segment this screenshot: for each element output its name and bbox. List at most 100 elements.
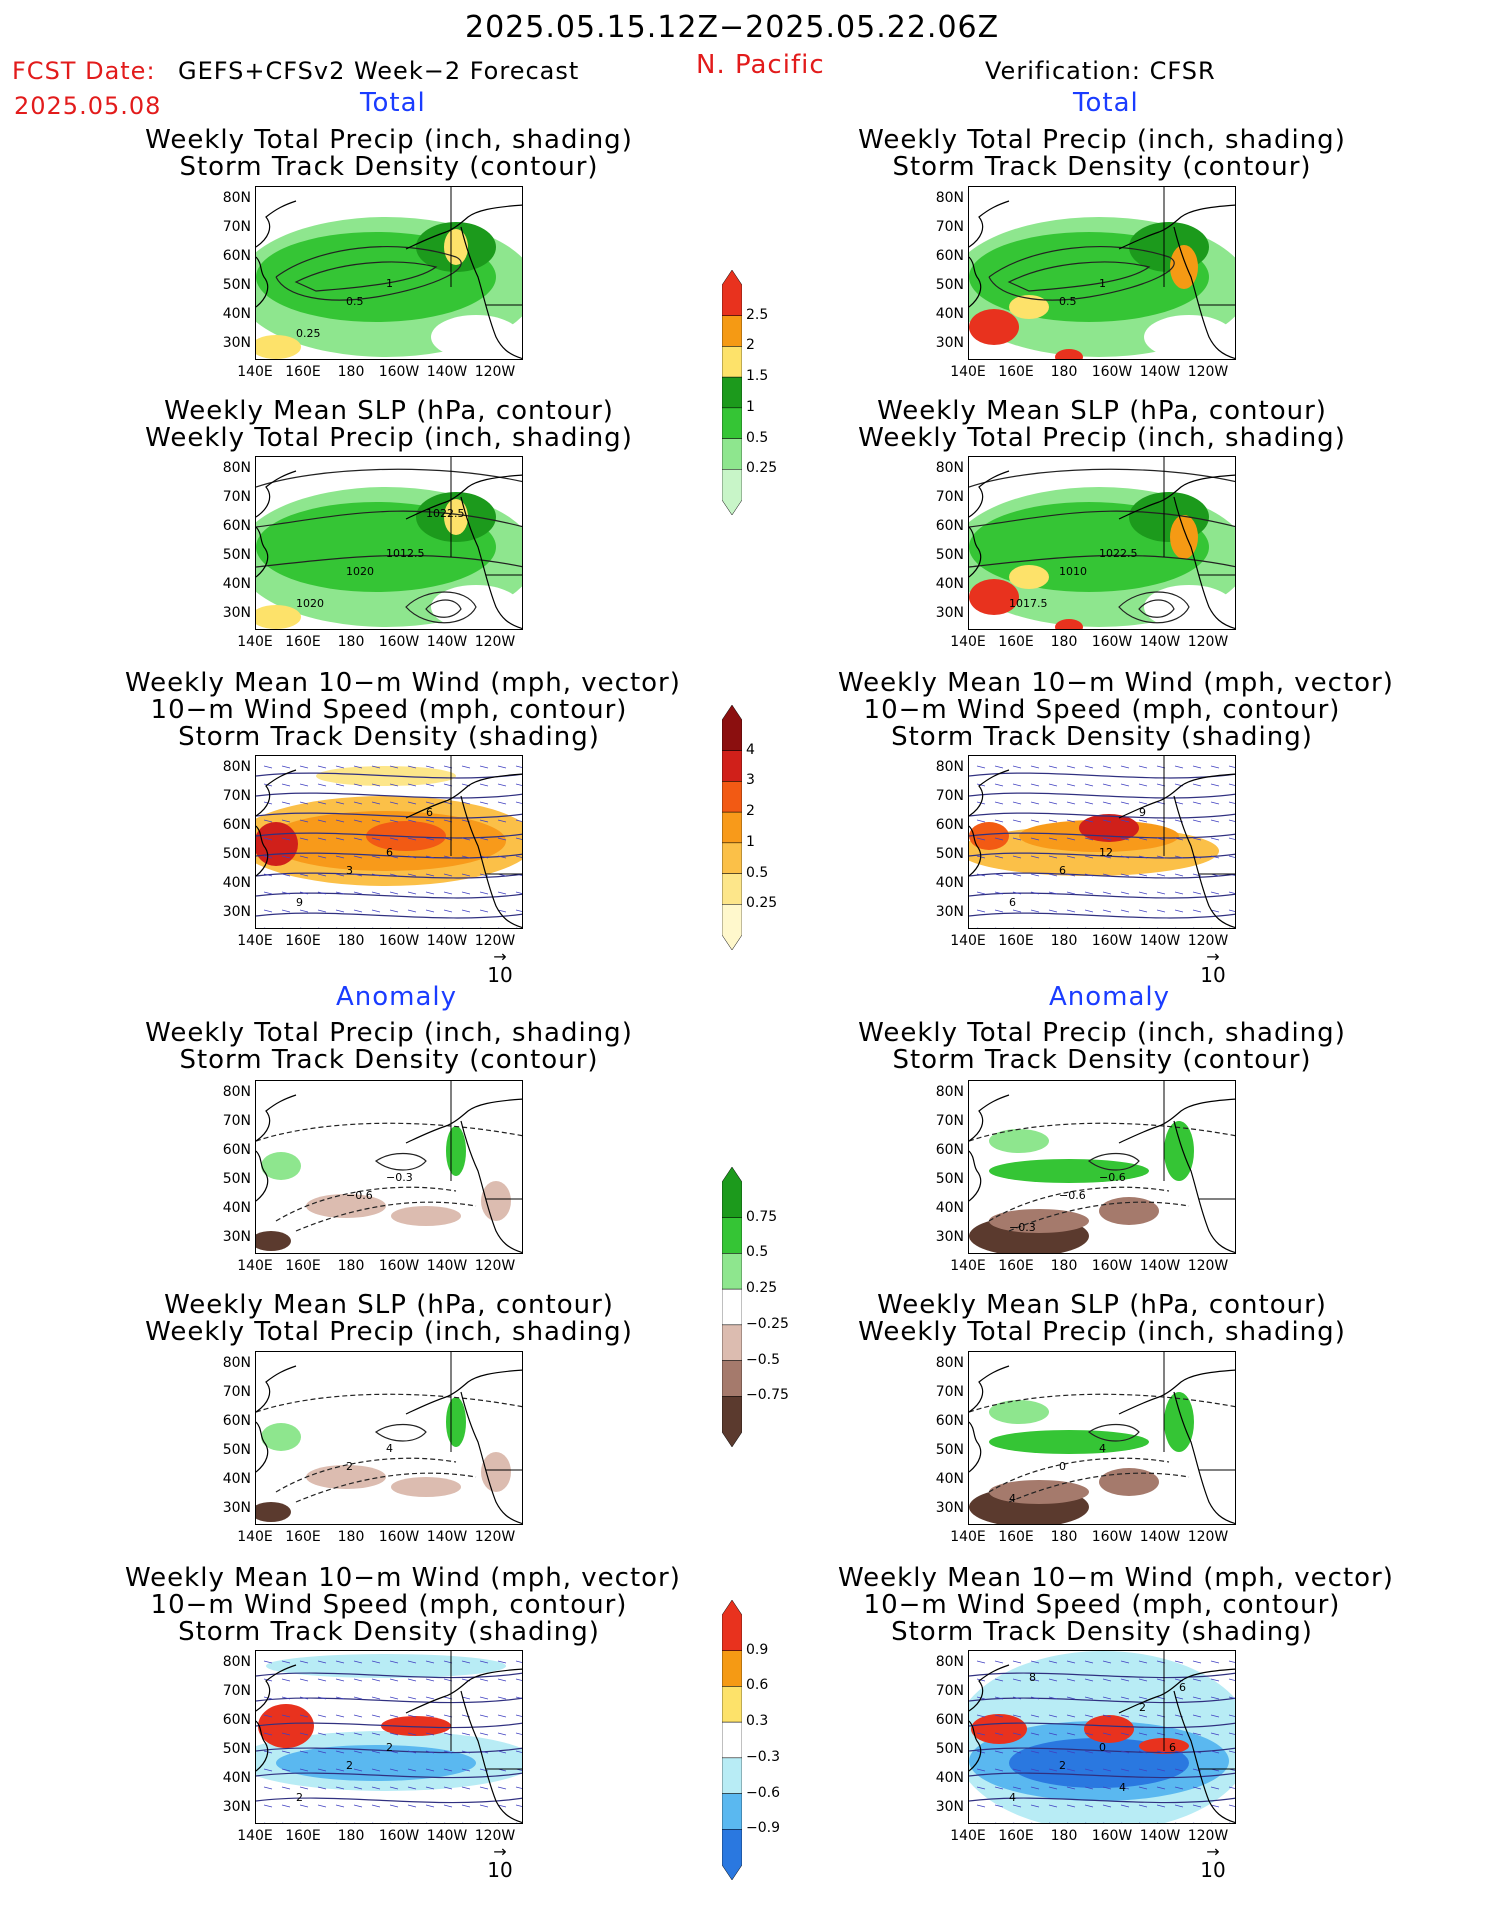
map-panel: −0.6 −0.6 −0.3 bbox=[968, 1080, 1236, 1254]
wind-vector bbox=[353, 783, 363, 787]
lat-tick-label: 30N bbox=[935, 335, 964, 351]
shading-blob bbox=[256, 1502, 291, 1522]
contour-line bbox=[969, 470, 1010, 578]
colorbar-label: 0.6 bbox=[746, 1677, 769, 1694]
wind-vector bbox=[1012, 1786, 1022, 1790]
wind-vector bbox=[1192, 1714, 1202, 1718]
wind-vector bbox=[1066, 1678, 1076, 1682]
wind-vector bbox=[461, 891, 471, 895]
wind-vector bbox=[1138, 783, 1148, 787]
lon-tick-label: 160E bbox=[285, 1258, 321, 1274]
wind-vector bbox=[1012, 873, 1022, 877]
lon-tick-label: 140W bbox=[1139, 1258, 1181, 1274]
wind-vector bbox=[1048, 1660, 1058, 1664]
wind-vector bbox=[335, 765, 345, 769]
lat-tick-label: 40N bbox=[222, 1471, 251, 1487]
wind-vector bbox=[1138, 765, 1148, 769]
colorbar-segment bbox=[722, 1721, 742, 1759]
colorbar-segment bbox=[722, 376, 742, 409]
wind-vector bbox=[443, 855, 453, 859]
wind-vector bbox=[1048, 1804, 1058, 1808]
wind-vector bbox=[317, 819, 327, 823]
wind-vector bbox=[1066, 819, 1076, 823]
wind-vector bbox=[371, 1696, 381, 1700]
wind-vector bbox=[461, 1732, 471, 1736]
wind-vector bbox=[1102, 1768, 1112, 1772]
wind-vector bbox=[1228, 819, 1235, 822]
lon-tick-label: 140E bbox=[237, 933, 273, 949]
shading-blob bbox=[969, 822, 1009, 850]
lat-tick-label: 60N bbox=[222, 1142, 251, 1158]
wind-vector bbox=[461, 837, 471, 841]
wind-vector bbox=[407, 765, 417, 769]
wind-vector bbox=[1210, 837, 1220, 841]
lon-tick-label: 180 bbox=[1050, 1828, 1078, 1844]
wind-vector bbox=[1012, 819, 1022, 823]
contour-line bbox=[460, 1391, 522, 1524]
shading-blob bbox=[1170, 515, 1198, 559]
lat-tick-label: 30N bbox=[222, 1229, 251, 1245]
contour-label: 1010 bbox=[1059, 565, 1087, 578]
wind-vector bbox=[1120, 1696, 1130, 1700]
lat-tick-label: 70N bbox=[222, 788, 251, 804]
wind-vector bbox=[515, 1804, 522, 1807]
wind-vector bbox=[389, 783, 399, 787]
wind-vector bbox=[281, 1714, 291, 1718]
shading-blob bbox=[366, 821, 446, 851]
lon-tick-label: 160W bbox=[378, 1258, 420, 1274]
wind-vector bbox=[1048, 1750, 1058, 1754]
lon-tick-label: 180 bbox=[1050, 1258, 1078, 1274]
lon-tick-label: 140W bbox=[426, 634, 468, 650]
contour-label: 1 bbox=[1099, 277, 1106, 290]
wind-vector bbox=[407, 1804, 417, 1808]
map-panel: 0 4 4 bbox=[968, 1351, 1236, 1525]
wind-vector bbox=[263, 1660, 273, 1664]
wind-vector bbox=[1012, 1696, 1022, 1700]
wind-vector bbox=[1048, 837, 1058, 841]
wind-vector bbox=[335, 1678, 345, 1682]
contour-line bbox=[460, 1690, 522, 1823]
map-svg: 0 4 4 bbox=[969, 1352, 1235, 1524]
lon-tick-label: 120W bbox=[474, 1529, 516, 1545]
wind-vector bbox=[1192, 837, 1202, 841]
wind-vector bbox=[389, 909, 399, 913]
wind-vector bbox=[300, 927, 302, 928]
wind-vector bbox=[263, 1732, 273, 1736]
wind-vector bbox=[1120, 1750, 1130, 1754]
colorbar-cap bbox=[722, 270, 742, 316]
wind-vector bbox=[1192, 1786, 1202, 1790]
wind-vector bbox=[281, 1678, 291, 1682]
verification-label: Verification: CFSR bbox=[985, 57, 1216, 85]
colorbar-segment bbox=[722, 346, 742, 378]
wind-vector bbox=[1228, 801, 1235, 804]
wind-vector bbox=[371, 1714, 381, 1718]
wind-vector bbox=[1228, 1786, 1235, 1789]
wind-vector bbox=[1030, 873, 1040, 877]
wind-vector bbox=[1013, 1822, 1015, 1823]
panel-title-line: Weekly Mean 10−m Wind (mph, vector) bbox=[838, 668, 1394, 698]
panel-title-line: Weekly Mean 10−m Wind (mph, vector) bbox=[125, 668, 681, 698]
colorbar-label: 1.5 bbox=[746, 368, 769, 385]
colorbar bbox=[722, 1167, 742, 1447]
lat-tick-label: 50N bbox=[222, 547, 251, 563]
wind-vector bbox=[976, 873, 986, 877]
lat-tick-label: 60N bbox=[935, 1142, 964, 1158]
wind-vector bbox=[407, 1714, 417, 1718]
wind-vector bbox=[1030, 891, 1040, 895]
wind-vector bbox=[1084, 1786, 1094, 1790]
wind-vector bbox=[299, 855, 309, 859]
wind-vector bbox=[1084, 1804, 1094, 1808]
wind-vector bbox=[299, 783, 309, 787]
panel-title-line: Weekly Total Precip (inch, shading) bbox=[858, 1317, 1346, 1347]
lat-tick-label: 60N bbox=[935, 518, 964, 534]
panel-title-line: Weekly Total Precip (inch, shading) bbox=[145, 1317, 633, 1347]
wind-vector bbox=[335, 909, 345, 913]
wind-vector bbox=[281, 855, 291, 859]
wind-vector bbox=[480, 1822, 482, 1823]
vector-ref-value: 10 bbox=[487, 1858, 513, 1882]
contour-line bbox=[256, 510, 522, 528]
lat-tick-label: 80N bbox=[222, 1355, 251, 1371]
lon-tick-label: 120W bbox=[474, 1828, 516, 1844]
wind-vector bbox=[1084, 873, 1094, 877]
lon-tick-label: 160E bbox=[285, 1529, 321, 1545]
